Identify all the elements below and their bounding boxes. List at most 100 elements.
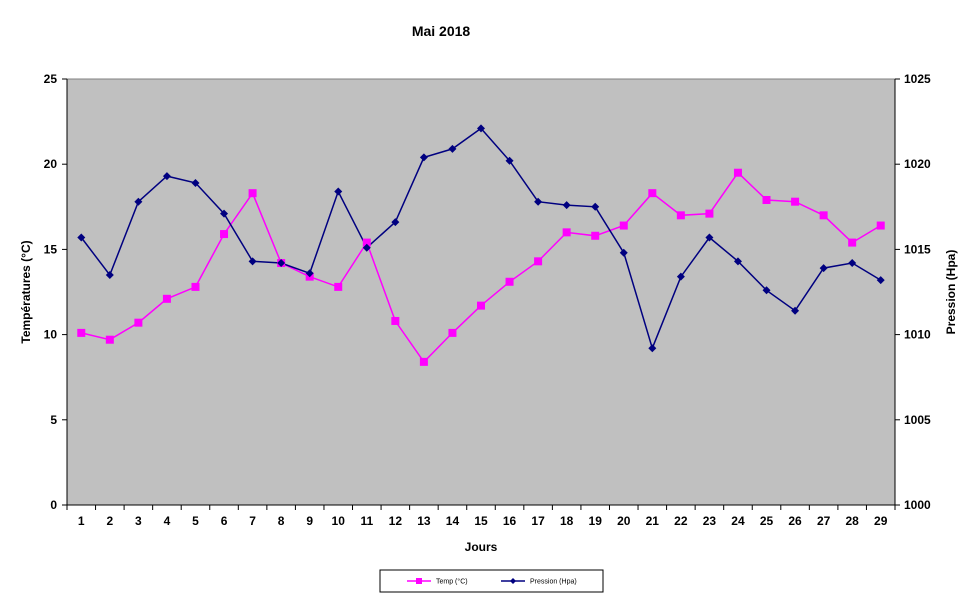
data-point-temp (648, 189, 657, 198)
y-right-tick-label: 1020 (904, 157, 931, 171)
data-point-pression (876, 276, 885, 285)
data-point-temp (876, 221, 885, 230)
y-axis-right-label: Pression (Hpa) (944, 250, 958, 335)
x-tick-label: 1 (78, 514, 85, 528)
x-tick-label: 14 (446, 514, 460, 528)
x-tick-label: 25 (760, 514, 774, 528)
y-left-tick-label: 15 (44, 242, 58, 256)
data-point-pression (619, 248, 628, 257)
data-point-temp (448, 328, 457, 337)
y-left-tick-label: 0 (50, 498, 57, 512)
x-tick-label: 26 (788, 514, 802, 528)
y-left-tick-label: 20 (44, 157, 58, 171)
data-point-pression (448, 144, 457, 153)
legend-swatch-marker (416, 578, 422, 584)
data-point-pression (819, 264, 828, 273)
x-tick-label: 9 (306, 514, 313, 528)
data-point-temp (762, 195, 771, 204)
x-tick-label: 27 (817, 514, 831, 528)
data-point-temp (391, 316, 400, 325)
data-point-temp (733, 168, 742, 177)
data-point-temp (676, 211, 685, 220)
x-tick-label: 20 (617, 514, 631, 528)
data-point-temp (419, 357, 428, 366)
data-point-temp (334, 282, 343, 291)
legend: Temp (°C) Pression (Hpa) (379, 569, 604, 593)
data-point-pression (676, 272, 685, 281)
y-right-tick-label: 1010 (904, 328, 931, 342)
data-point-pression (305, 269, 314, 278)
x-tick-label: 5 (192, 514, 199, 528)
data-point-temp (134, 318, 143, 327)
data-point-temp (362, 238, 371, 247)
data-point-pression (105, 270, 114, 279)
data-point-pression (762, 286, 771, 295)
data-point-pression (733, 257, 742, 266)
x-tick-label: 11 (360, 514, 373, 528)
y-right-tick-label: 1015 (904, 242, 931, 256)
data-point-pression (477, 124, 485, 133)
y-axis-left-label: Températures (°C) (19, 240, 33, 343)
x-tick-label: 18 (560, 514, 574, 528)
y-right-tick-label: 1000 (904, 498, 931, 512)
y-left-tick-label: 10 (44, 328, 58, 342)
data-point-pression (162, 172, 171, 181)
x-tick-label: 4 (164, 514, 171, 528)
x-tick-label: 28 (845, 514, 859, 528)
data-point-temp (248, 189, 257, 198)
data-point-pression (648, 344, 657, 353)
data-point-temp (791, 197, 800, 206)
data-point-temp (105, 335, 114, 344)
x-tick-label: 22 (674, 514, 688, 528)
legend-label: Temp (°C) (436, 578, 468, 586)
data-point-pression (534, 197, 543, 206)
legend-box (379, 569, 604, 593)
x-tick-label: 8 (278, 514, 285, 528)
x-tick-label: 13 (417, 514, 431, 528)
y-right-tick-label: 1025 (904, 72, 931, 86)
x-tick-label: 16 (503, 514, 517, 528)
x-tick-label: 10 (332, 514, 346, 528)
data-point-pression (848, 259, 857, 268)
data-point-temp (77, 328, 86, 337)
x-tick-label: 6 (221, 514, 228, 528)
data-point-temp (848, 238, 857, 247)
data-point-pression (562, 201, 571, 210)
y-right-tick-label: 1005 (904, 413, 931, 427)
data-point-temp (819, 211, 828, 220)
data-point-pression (248, 257, 257, 266)
x-tick-label: 24 (731, 514, 745, 528)
data-point-temp (591, 231, 600, 240)
x-tick-label: 7 (249, 514, 256, 528)
x-tick-label: 2 (106, 514, 113, 528)
data-point-pression (591, 202, 600, 211)
data-point-temp (220, 230, 229, 239)
data-point-temp (505, 277, 514, 286)
x-tick-label: 12 (389, 514, 403, 528)
legend-label: Pression (Hpa) (530, 579, 577, 586)
data-point-pression (191, 178, 200, 187)
data-point-pression (220, 209, 229, 218)
x-tick-label: 29 (874, 514, 888, 528)
x-tick-label: 21 (646, 514, 660, 528)
data-point-pression (419, 153, 428, 162)
x-tick-label: 17 (531, 514, 545, 528)
series-markers (77, 124, 885, 366)
data-point-temp (162, 294, 171, 303)
data-point-pression (77, 233, 86, 242)
x-tick-label: 23 (703, 514, 717, 528)
chart-title: Mai 2018 (412, 23, 471, 39)
data-point-temp (562, 228, 571, 237)
x-tick-label: 19 (589, 514, 603, 528)
legend-swatch-marker (510, 578, 516, 584)
x-axis-label: Jours (465, 540, 498, 554)
plot-area (66, 78, 896, 506)
data-point-temp (619, 221, 628, 230)
data-point-temp (477, 301, 485, 310)
x-tick-label: 3 (135, 514, 142, 528)
data-point-temp (191, 282, 200, 291)
data-point-pression (334, 187, 343, 196)
data-point-pression (362, 243, 371, 252)
